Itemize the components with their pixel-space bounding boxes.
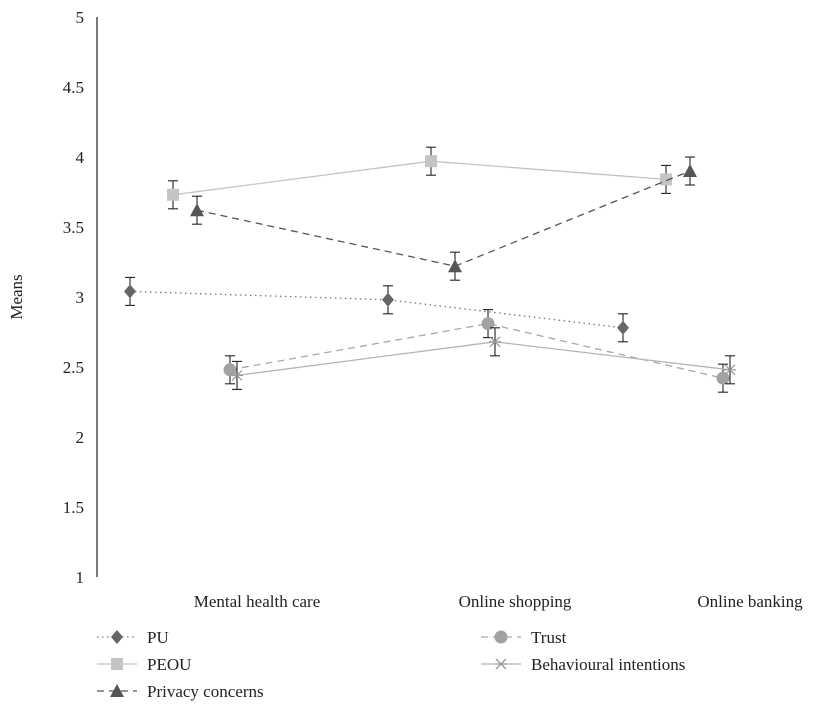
series-line	[236, 341, 731, 377]
category-label: Mental health care	[194, 592, 321, 611]
y-tick-label: 2.5	[63, 358, 84, 377]
legend-label: PU	[147, 628, 169, 647]
y-tick-labels: 1 1.5 2 2.5 3 3.5 4 4.5 5	[63, 8, 85, 587]
legend-label: PEOU	[147, 655, 191, 674]
series-privacy-concerns	[190, 156, 697, 281]
legend-label: Trust	[531, 628, 567, 647]
series-line	[129, 290, 624, 329]
data-point	[617, 320, 629, 335]
y-tick-label: 1.5	[63, 498, 84, 517]
legend-label: Behavioural intentions	[531, 655, 685, 674]
legend-label: Privacy concerns	[147, 682, 264, 701]
data-point	[489, 336, 501, 348]
data-point	[382, 292, 394, 307]
y-tick-label: 1	[76, 568, 85, 587]
y-tick-label: 3.5	[63, 218, 84, 237]
data-point	[425, 155, 437, 168]
series-behavioural-intentions	[231, 327, 736, 390]
data-point	[190, 203, 204, 217]
data-point	[716, 371, 730, 385]
legend-marker	[111, 630, 123, 644]
y-tick-label: 4.5	[63, 78, 84, 97]
legend-item: PU	[97, 628, 169, 647]
legend: PU Trust PEOU Behavioural intentions Privacy…	[97, 628, 685, 701]
legend-item: PEOU	[97, 655, 191, 674]
y-tick-label: 5	[76, 8, 85, 27]
legend-item: Behavioural intentions	[481, 655, 685, 674]
y-axis-title: Means	[7, 274, 26, 319]
series-line	[172, 160, 667, 196]
y-tick-label: 4	[76, 148, 85, 167]
y-tick-label: 3	[76, 288, 85, 307]
category-label: Online shopping	[459, 592, 572, 611]
legend-marker	[110, 684, 124, 697]
series-trust	[223, 309, 730, 393]
data-point	[124, 284, 136, 299]
series-layer	[124, 146, 736, 393]
data-point	[683, 164, 697, 177]
legend-item: Privacy concerns	[97, 682, 264, 701]
data-point	[231, 369, 243, 381]
data-point	[724, 364, 736, 376]
legend-item: Trust	[481, 628, 567, 647]
data-point	[167, 188, 179, 201]
category-labels: Mental health care Online shopping Online …	[194, 592, 803, 611]
series-peou	[167, 146, 672, 210]
y-tick-label: 2	[76, 428, 85, 447]
data-point	[223, 363, 237, 377]
data-point	[481, 317, 495, 331]
legend-marker	[494, 630, 508, 644]
legend-marker	[111, 658, 123, 670]
legend-marker	[495, 658, 507, 670]
category-label: Online banking	[697, 592, 803, 611]
data-point	[448, 259, 462, 273]
series-line	[229, 322, 724, 379]
series-line	[196, 170, 691, 267]
data-point	[660, 173, 672, 186]
series-pu	[124, 276, 629, 343]
